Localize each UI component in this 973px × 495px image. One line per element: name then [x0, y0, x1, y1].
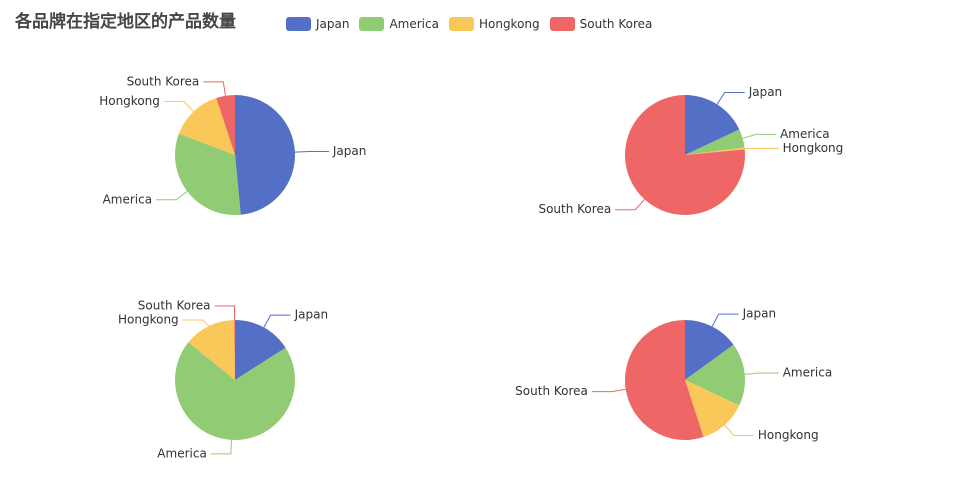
pie-label-south-korea: South Korea — [515, 384, 588, 398]
chart-legend: Japan America Hongkong South Korea — [286, 17, 662, 31]
pie-label-hongkong: Hongkong — [118, 313, 179, 327]
pie-label-japan: Japan — [294, 308, 328, 322]
pie-slice-hongkong[interactable] — [188, 320, 235, 380]
legend-item-south-korea[interactable]: South Korea — [549, 17, 653, 31]
label-line-south-korea — [203, 81, 226, 96]
pie-slice-america[interactable] — [685, 129, 745, 155]
pie-label-south-korea: South Korea — [138, 299, 211, 313]
pie-chart-1: Japan America Hongkong South Korea — [99, 74, 366, 216]
legend-label-japan: Japan — [316, 17, 350, 31]
pie-slice-america[interactable] — [175, 342, 296, 441]
legend-item-america[interactable]: America — [359, 17, 439, 31]
label-line-japan — [263, 314, 291, 328]
pie-slice-south-korea[interactable] — [624, 95, 745, 215]
pie-label-hongkong: Hongkong — [99, 94, 160, 108]
label-line-japan — [294, 151, 329, 153]
pie-slice-america[interactable] — [174, 133, 241, 216]
pie-slice-hongkong[interactable] — [685, 380, 740, 438]
legend-swatch-japan — [286, 17, 311, 31]
pie-slice-hongkong[interactable] — [685, 147, 745, 155]
legend-item-japan[interactable]: Japan — [286, 17, 349, 31]
label-line-hongkong — [182, 319, 210, 327]
pie-slice-hongkong[interactable] — [178, 98, 235, 155]
label-line-america — [210, 439, 233, 455]
label-line-south-korea — [615, 199, 645, 211]
pie-label-hongkong: Hongkong — [783, 141, 844, 155]
pie-label-south-korea: South Korea — [127, 74, 200, 88]
pie-slice-south-korea[interactable] — [216, 95, 235, 155]
pie-slice-japan[interactable] — [235, 95, 296, 215]
label-line-america — [742, 133, 777, 139]
label-line-south-korea — [591, 388, 626, 393]
legend-swatch-america — [359, 17, 385, 31]
pie-slice-japan[interactable] — [685, 94, 740, 155]
pie-slice-south-korea[interactable] — [624, 320, 704, 440]
pie-label-japan: Japan — [742, 307, 776, 321]
pie-label-japan: Japan — [332, 144, 366, 158]
label-line-america — [744, 372, 779, 375]
pie-label-south-korea: South Korea — [538, 202, 611, 216]
label-line-japan — [711, 313, 739, 327]
pie-label-hongkong: Hongkong — [758, 428, 819, 442]
pie-label-america: America — [783, 366, 833, 380]
legend-label-south-korea: South Korea — [579, 17, 653, 31]
label-line-hongkong — [163, 100, 194, 112]
legend-label-america: America — [389, 17, 439, 31]
pie-slice-japan[interactable] — [685, 319, 734, 380]
pie-label-america: America — [157, 446, 207, 460]
pie-label-america: America — [103, 192, 153, 206]
pie-slice-america[interactable] — [685, 344, 746, 406]
legend-item-hongkong[interactable]: Hongkong — [448, 17, 540, 31]
pie-label-japan: Japan — [748, 85, 782, 99]
legend-swatch-hongkong — [448, 17, 474, 31]
legend-label-hongkong: Hongkong — [478, 17, 540, 31]
legend-swatch-south-korea — [549, 17, 575, 31]
label-line-japan — [716, 92, 745, 105]
pie-chart-4: Japan America Hongkong South Korea — [515, 307, 832, 442]
chart-title: 各品牌在指定地区的产品数量 — [15, 12, 236, 32]
label-line-hongkong — [724, 424, 754, 436]
pie-label-america: America — [780, 127, 830, 141]
pie-slice-japan[interactable] — [235, 320, 286, 380]
label-line-south-korea — [214, 305, 236, 321]
label-line-america — [156, 190, 188, 201]
pie-slice-south-korea[interactable] — [234, 319, 235, 380]
